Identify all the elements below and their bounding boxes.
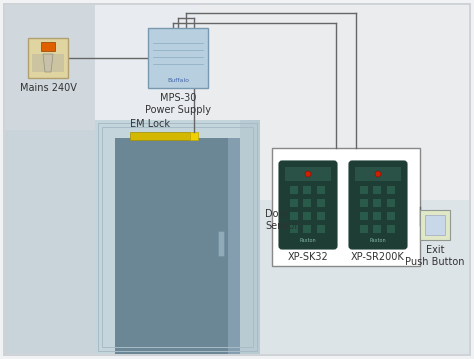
Bar bbox=[374, 186, 382, 194]
Bar bbox=[290, 212, 298, 220]
Polygon shape bbox=[200, 5, 469, 200]
Text: Mains 240V: Mains 240V bbox=[19, 83, 76, 93]
Bar bbox=[387, 186, 395, 194]
Bar bbox=[285, 167, 331, 181]
Bar bbox=[228, 138, 240, 354]
Polygon shape bbox=[43, 54, 53, 72]
Bar bbox=[360, 186, 368, 194]
Circle shape bbox=[375, 171, 381, 177]
Polygon shape bbox=[5, 5, 95, 354]
Bar bbox=[41, 42, 55, 51]
Bar bbox=[303, 186, 311, 194]
Bar bbox=[387, 199, 395, 207]
Text: MPS-30
Power Supply: MPS-30 Power Supply bbox=[145, 93, 211, 115]
Bar bbox=[360, 199, 368, 207]
Bar bbox=[190, 132, 198, 140]
Bar bbox=[355, 167, 401, 181]
Polygon shape bbox=[130, 200, 469, 354]
Bar bbox=[317, 186, 325, 194]
Text: Exit
Push Button: Exit Push Button bbox=[405, 245, 465, 267]
Bar bbox=[95, 120, 115, 354]
Bar bbox=[360, 212, 368, 220]
Bar bbox=[387, 225, 395, 233]
FancyBboxPatch shape bbox=[279, 161, 337, 249]
Bar bbox=[115, 138, 240, 354]
Bar bbox=[240, 120, 260, 354]
Bar bbox=[95, 120, 260, 138]
Bar bbox=[98, 123, 257, 351]
Text: Buffalo: Buffalo bbox=[167, 78, 189, 83]
Polygon shape bbox=[5, 5, 469, 130]
Bar bbox=[420, 210, 450, 240]
Bar bbox=[425, 215, 445, 235]
Bar bbox=[32, 54, 64, 72]
Circle shape bbox=[305, 171, 311, 177]
Bar bbox=[148, 28, 208, 88]
Bar bbox=[102, 127, 253, 347]
Bar bbox=[374, 225, 382, 233]
Bar bbox=[95, 120, 260, 354]
Text: Paxton: Paxton bbox=[300, 238, 316, 242]
Bar bbox=[290, 225, 298, 233]
Bar bbox=[130, 132, 190, 140]
Bar bbox=[387, 212, 395, 220]
Polygon shape bbox=[5, 130, 210, 354]
FancyBboxPatch shape bbox=[349, 161, 407, 249]
Bar bbox=[303, 212, 311, 220]
Bar bbox=[317, 199, 325, 207]
Bar bbox=[317, 225, 325, 233]
Bar bbox=[317, 212, 325, 220]
Bar bbox=[374, 212, 382, 220]
Bar bbox=[303, 199, 311, 207]
Text: EM Lock: EM Lock bbox=[130, 119, 170, 129]
Bar bbox=[374, 199, 382, 207]
Text: Paxton: Paxton bbox=[370, 238, 386, 242]
Text: Door
Sensor: Door Sensor bbox=[265, 209, 298, 231]
Text: XP-SK32: XP-SK32 bbox=[288, 252, 328, 262]
Bar bbox=[303, 225, 311, 233]
Bar bbox=[272, 148, 420, 266]
Bar bbox=[290, 199, 298, 207]
Text: XP-SR200K: XP-SR200K bbox=[351, 252, 405, 262]
Bar bbox=[28, 38, 68, 78]
Bar bbox=[290, 186, 298, 194]
Bar bbox=[218, 231, 224, 256]
Bar bbox=[360, 225, 368, 233]
